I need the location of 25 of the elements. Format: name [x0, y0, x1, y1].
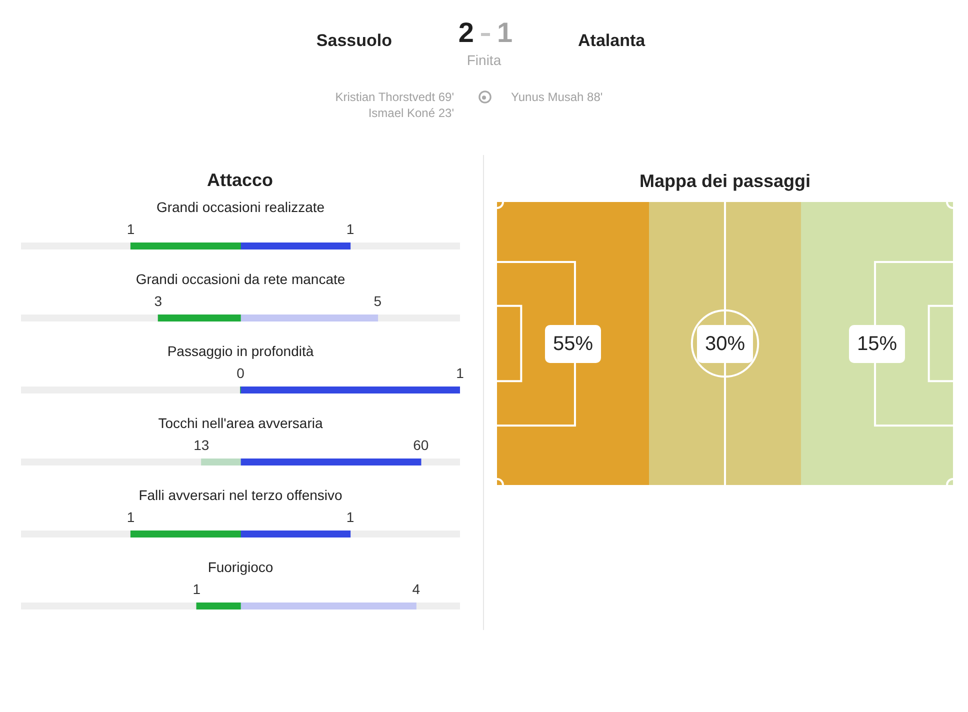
- x-tick-label: 0: [236, 364, 245, 381]
- text: Mappa dei passaggi: [638, 170, 812, 192]
- data-label: 55%: [544, 324, 602, 362]
- x-tick-label: 60: [413, 436, 429, 453]
- y-tick-label: Passaggio in profondità: [167, 342, 314, 359]
- category-label: Atalanta: [578, 31, 646, 51]
- data-label: 1: [497, 17, 513, 49]
- data-label: 15%: [848, 324, 906, 362]
- x-tick-label: 13: [194, 436, 210, 453]
- y-tick-label: Grandi occasioni realizzate: [156, 198, 325, 215]
- data-label: 30%: [696, 324, 754, 362]
- y-tick-label: Grandi occasioni da rete mancate: [136, 270, 346, 287]
- y-tick-label: Falli avversari nel terzo offensivo: [138, 486, 343, 503]
- text: Finita: [466, 51, 502, 69]
- data-label: 2: [458, 17, 474, 49]
- text: Kristian Thorstvedt 69': [335, 89, 454, 105]
- x-tick-label: 4: [412, 580, 420, 597]
- chart-title: Attacco: [206, 169, 274, 191]
- y-tick-label: Fuorigioco: [208, 558, 274, 575]
- x-tick-label: 3: [154, 292, 162, 309]
- text: Yunus Musah 88': [511, 89, 603, 105]
- category-label: Sassuolo: [316, 31, 392, 51]
- text: Ismael Koné 23': [367, 105, 454, 121]
- x-tick-label: 5: [374, 292, 382, 309]
- y-tick-label: Tocchi nell'area avversaria: [158, 414, 323, 431]
